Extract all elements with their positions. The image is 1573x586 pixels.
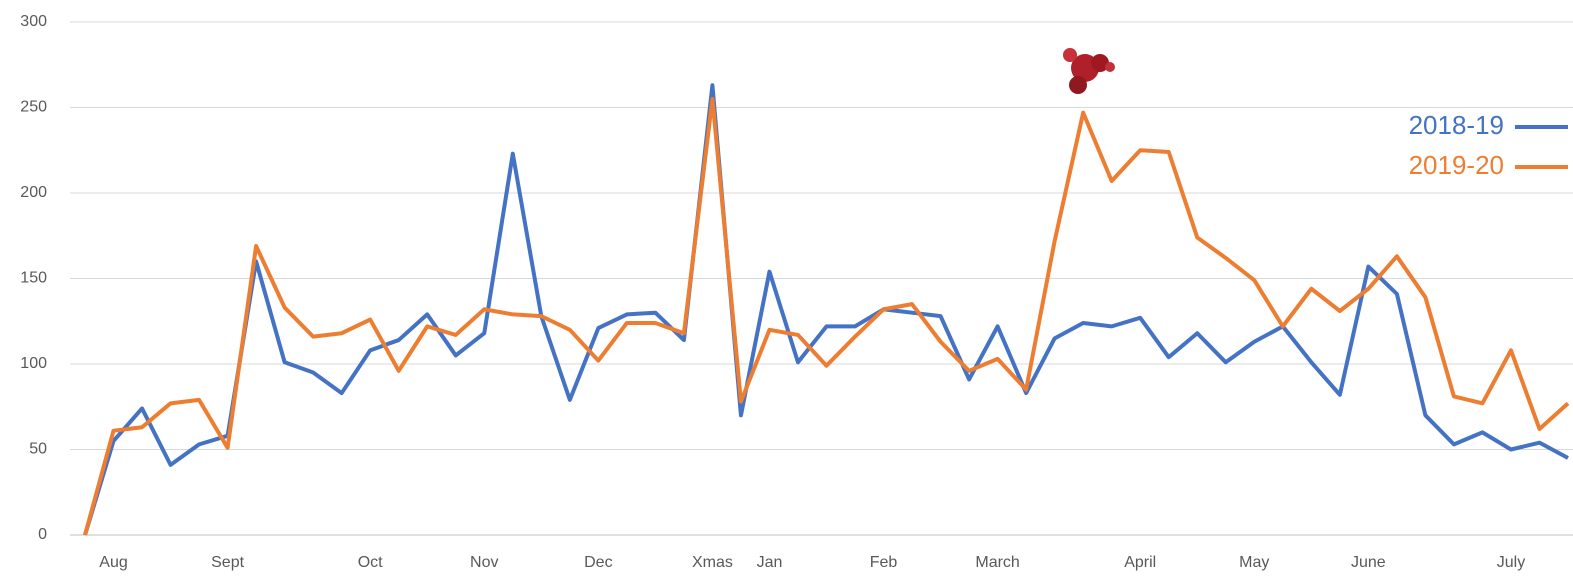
legend-label: 2019-20 [1409, 150, 1504, 180]
x-tick-label: June [1351, 554, 1386, 571]
x-tick-label: April [1124, 554, 1156, 571]
x-tick-label: Xmas [692, 554, 733, 571]
x-tick-label: Nov [470, 554, 498, 571]
y-tick-label: 250 [20, 99, 47, 116]
y-tick-label: 50 [29, 441, 47, 458]
x-tick-label: May [1239, 554, 1269, 571]
y-tick-label: 200 [20, 184, 47, 201]
x-tick-label: Aug [99, 554, 127, 571]
x-tick-label: March [975, 554, 1019, 571]
x-tick-label: Dec [584, 554, 612, 571]
x-tick-label: Sept [211, 554, 244, 571]
y-tick-label: 150 [20, 270, 47, 287]
x-tick-label: Jan [757, 554, 783, 571]
series-line [85, 99, 1568, 535]
chart: 0 50 100 150 200 250 300 Aug Sept Oct Nov Dec Xmas Ja… [0, 0, 1573, 586]
x-tick-label: July [1497, 554, 1525, 571]
y-tick-label: 0 [38, 526, 47, 543]
series-line [85, 85, 1568, 535]
decor-icon [1063, 48, 1115, 94]
y-tick-label: 300 [20, 13, 47, 30]
page: 0 50 100 150 200 250 300 Aug Sept Oct Nov Dec Xmas Ja… [0, 0, 1573, 586]
x-tick-label: Oct [358, 554, 383, 571]
x-tick-label: Feb [870, 554, 898, 571]
legend-label: 2018-19 [1409, 110, 1504, 140]
y-tick-label: 100 [20, 355, 47, 372]
